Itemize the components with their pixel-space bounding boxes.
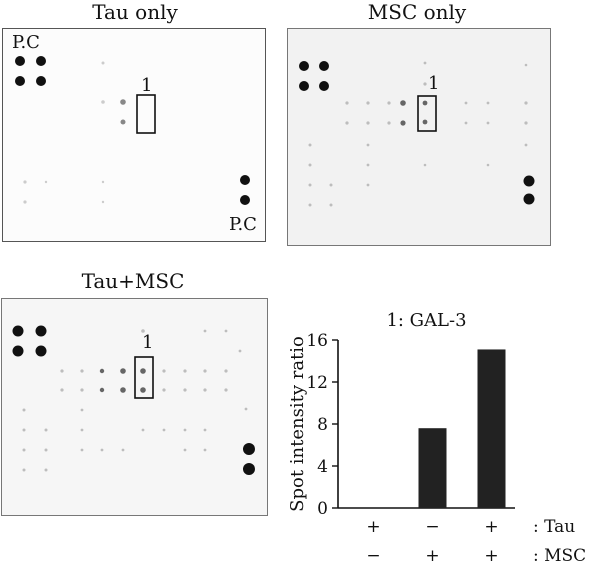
condition-sign: + (484, 517, 498, 537)
condition-sign: + (366, 517, 380, 537)
spot-1-label: 1 (142, 332, 154, 353)
condition-sign: + (484, 546, 498, 566)
tau-only-array (15, 56, 250, 205)
tau-msc-array (12, 325, 255, 475)
tau-only-blot: P.C 1 P.C (2, 28, 266, 242)
positive-control-label-bottom: P.C (229, 214, 257, 235)
y-tick-label: 4 (317, 457, 328, 477)
msc-only-title: MSC only (367, 0, 467, 24)
spot-1-label: 1 (428, 73, 440, 94)
chart-title: 1: GAL-3 (386, 310, 466, 331)
bar-2 (477, 349, 506, 508)
condition-sign: + (425, 546, 439, 566)
condition-sign: − (366, 546, 380, 566)
y-tick-label: 0 (317, 499, 328, 519)
condition-label: : Tau (533, 517, 575, 537)
condition-label: : MSC (533, 546, 586, 566)
msc-only-array (299, 61, 535, 207)
condition-sign: − (425, 517, 439, 537)
tau-only-title: Tau only (92, 0, 178, 24)
tau-msc-blot: 1 (1, 298, 268, 516)
y-axis-label: Spot intensity ratio (287, 336, 308, 512)
positive-control-label-top: P.C (12, 32, 40, 53)
y-tick-label: 12 (306, 373, 328, 393)
bar-1 (418, 428, 447, 508)
msc-only-blot: 1 (287, 28, 551, 246)
gal3-bar-chart: 1: GAL-3 0 4 8 12 16 Spot intensity ratio + − + : … (283, 300, 600, 572)
tau-msc-title: Tau+MSC (81, 269, 185, 293)
y-tick-label: 16 (306, 331, 328, 351)
spot-1-label: 1 (141, 75, 153, 96)
y-tick-label: 8 (317, 415, 328, 435)
